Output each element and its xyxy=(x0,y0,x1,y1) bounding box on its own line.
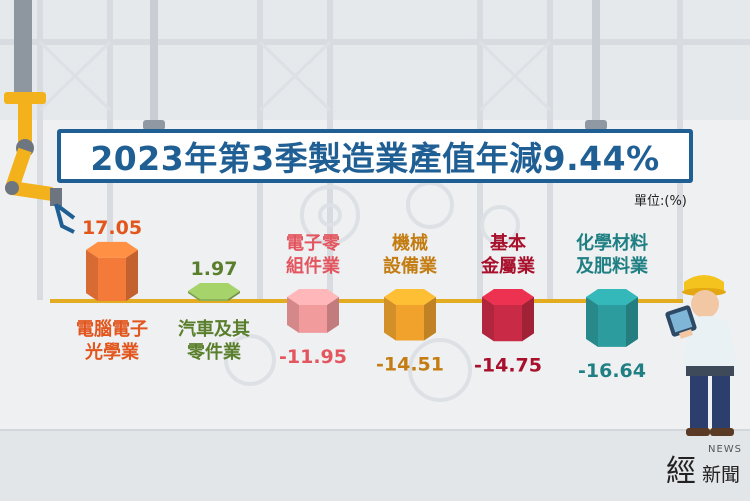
bar xyxy=(586,289,638,347)
category-label: 及肥料業 xyxy=(576,255,649,277)
category-label: 電腦電子 xyxy=(76,318,148,340)
chart-title-text: 2023年第3季製造業產值年減9.44% xyxy=(90,139,660,178)
chart-title: 2023年第3季製造業產值年減9.44% xyxy=(57,129,693,183)
data-label: -14.75 xyxy=(474,354,542,376)
category-label: 基本 xyxy=(489,232,526,254)
category-label: 汽車及其 xyxy=(178,318,250,340)
unit-label: 單位:(%) xyxy=(634,194,687,209)
worker-icon xyxy=(665,275,738,436)
robot-arm-icon xyxy=(4,0,76,234)
data-label: -14.51 xyxy=(376,354,444,376)
category-label: 化學材料 xyxy=(576,232,648,254)
bar xyxy=(482,289,534,342)
bar xyxy=(188,283,240,301)
bar xyxy=(287,289,339,333)
data-label: -11.95 xyxy=(279,346,347,368)
category-label: 電子零 xyxy=(286,233,341,254)
category-label: 機械 xyxy=(392,232,428,254)
category-label: 組件業 xyxy=(286,255,341,277)
data-label: 17.05 xyxy=(82,217,142,239)
bar xyxy=(384,289,436,341)
category-label: 金屬業 xyxy=(480,255,536,277)
data-label: 1.97 xyxy=(191,258,238,280)
category-label: 零件業 xyxy=(186,341,242,363)
category-label: 光學業 xyxy=(84,341,140,363)
category-label: 設備業 xyxy=(383,255,438,277)
bar xyxy=(86,241,138,301)
data-label: -16.64 xyxy=(578,360,646,382)
